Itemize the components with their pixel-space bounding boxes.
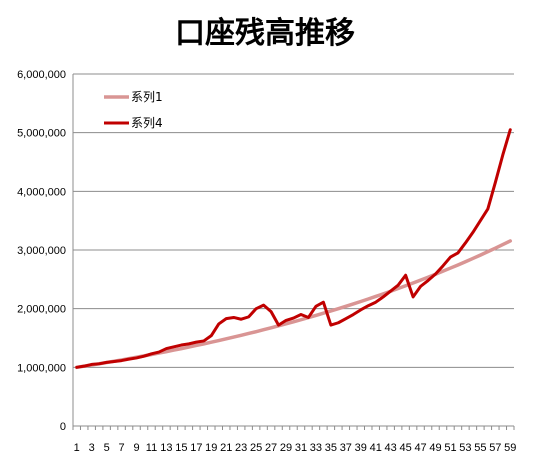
x-axis-ticks: 1 3 5 7 9 11 13 15 17 19 21 23 25 27 29 31 33 35 37 39 41 43 4… bbox=[74, 442, 517, 454]
x-tick-label: 59 bbox=[504, 442, 516, 454]
x-tick-label: 45 bbox=[399, 442, 411, 454]
series-layer bbox=[74, 128, 513, 370]
x-tick-label: 3 bbox=[89, 442, 95, 454]
x-tick-label: 55 bbox=[474, 442, 486, 454]
x-tick-label: 21 bbox=[220, 442, 232, 454]
chart-title: 口座残高推移 bbox=[175, 16, 355, 51]
x-tick-label: 19 bbox=[205, 442, 217, 454]
x-tick-label: 9 bbox=[133, 442, 139, 454]
legend-label: 系列4 bbox=[131, 116, 163, 130]
x-tick-label: 43 bbox=[385, 442, 397, 454]
y-axis-ticks: 0 1,000,000 2,000,000 3,000,000 4,000,000 5,0… bbox=[17, 69, 66, 433]
legend: 系列1 系列4 bbox=[104, 90, 163, 130]
x-tick-label: 41 bbox=[370, 442, 382, 454]
y-tick-label: 5,000,000 bbox=[17, 128, 66, 140]
x-tick-label: 23 bbox=[235, 442, 247, 454]
x-tick-label: 15 bbox=[175, 442, 187, 454]
x-tick-label: 53 bbox=[459, 442, 471, 454]
x-tick-label: 5 bbox=[104, 442, 110, 454]
x-tick-label: 7 bbox=[119, 442, 125, 454]
x-tick-label: 13 bbox=[160, 442, 172, 454]
x-tick-label: 31 bbox=[295, 442, 307, 454]
x-tick-label: 47 bbox=[414, 442, 426, 454]
series-line-1 bbox=[74, 239, 513, 370]
x-tick-label: 51 bbox=[444, 442, 456, 454]
y-tick-label: 2,000,000 bbox=[17, 304, 66, 316]
y-tick-label: 3,000,000 bbox=[17, 245, 66, 257]
x-tick-label: 39 bbox=[355, 442, 367, 454]
series-line-2 bbox=[75, 128, 512, 369]
x-tick-label: 11 bbox=[146, 442, 157, 454]
x-tick-label: 27 bbox=[265, 442, 277, 454]
x-tick-label: 25 bbox=[250, 442, 262, 454]
grid bbox=[73, 73, 514, 368]
x-tick-label: 33 bbox=[310, 442, 322, 454]
x-tick-label: 29 bbox=[280, 442, 292, 454]
y-tick-label: 0 bbox=[60, 421, 66, 433]
x-tick-label: 57 bbox=[489, 442, 501, 454]
x-tick-label: 35 bbox=[325, 442, 337, 454]
legend-label: 系列1 bbox=[131, 90, 163, 104]
x-tick-label: 37 bbox=[340, 442, 352, 454]
y-tick-label: 4,000,000 bbox=[17, 186, 66, 198]
y-tick-label: 6,000,000 bbox=[17, 69, 66, 81]
y-tick-label: 1,000,000 bbox=[17, 362, 66, 374]
x-tick-label: 1 bbox=[74, 442, 80, 454]
x-tick-label: 17 bbox=[190, 442, 202, 454]
axes bbox=[72, 74, 515, 430]
x-tick-label: 49 bbox=[429, 442, 441, 454]
